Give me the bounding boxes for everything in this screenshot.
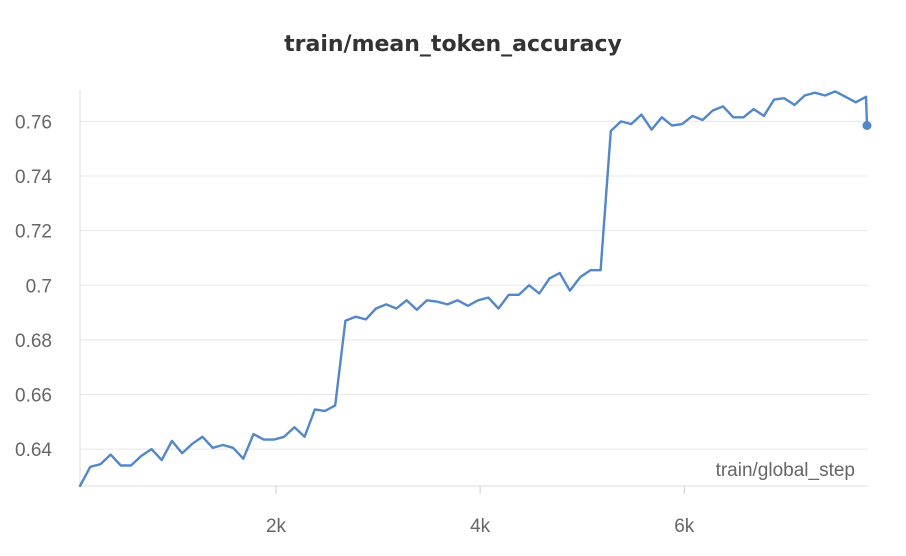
y-tick-label: 0.7 bbox=[26, 276, 52, 297]
axes bbox=[79, 90, 868, 487]
chart-title: train/mean_token_accuracy bbox=[284, 32, 622, 57]
series-layer bbox=[78, 90, 872, 488]
y-axis-ticks: 0.64 0.66 0.68 0.7 0.72 0.74 0.76 bbox=[15, 112, 52, 461]
y-tick-label: 0.64 bbox=[15, 440, 52, 461]
y-tick-label: 0.74 bbox=[15, 167, 52, 188]
gridlines bbox=[80, 120, 868, 450]
x-tick-label: 4k bbox=[470, 516, 491, 537]
y-tick-label: 0.76 bbox=[15, 112, 52, 133]
y-tick-label: 0.72 bbox=[15, 222, 52, 243]
x-tick-label: 6k bbox=[674, 516, 695, 537]
last-point-marker bbox=[862, 121, 872, 131]
x-tick-label: 2k bbox=[266, 516, 287, 537]
x-axis-ticks: 2k 4k 6k bbox=[266, 486, 695, 537]
y-tick-label: 0.66 bbox=[15, 386, 52, 407]
x-axis-label: train/global_step bbox=[716, 460, 855, 481]
y-tick-label: 0.68 bbox=[15, 331, 52, 352]
series-line bbox=[78, 90, 869, 488]
